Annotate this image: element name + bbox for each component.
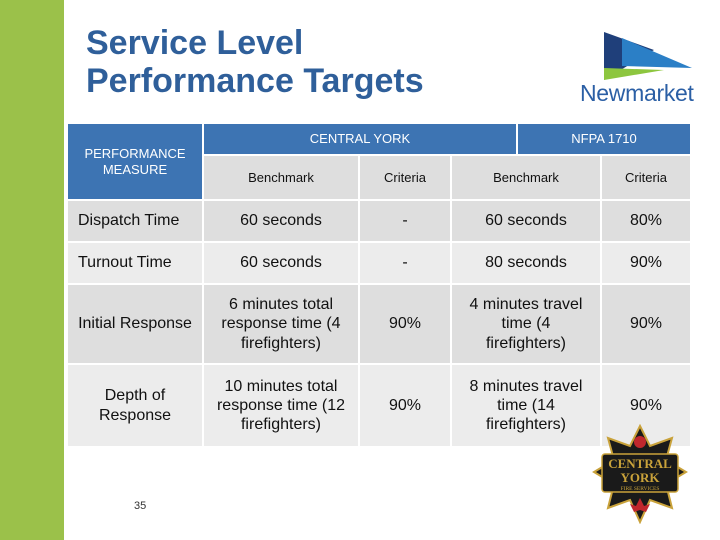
svg-text:FIRE SERVICES: FIRE SERVICES [621, 486, 660, 492]
cell-nfpa-criteria: 90% [602, 243, 690, 283]
cell-nfpa-criteria: 80% [602, 201, 690, 241]
page-number: 35 [134, 500, 147, 512]
svg-text:YORK: YORK [621, 470, 661, 485]
cell-cy-benchmark: 10 minutes total response time (12 firef… [204, 365, 358, 446]
cell-nfpa-benchmark: 8 minutes travel time (14 firefighters) [452, 365, 600, 446]
group-header-nfpa: NFPA 1710 [518, 124, 690, 154]
cell-cy-benchmark: 6 minutes total response time (4 firefig… [204, 285, 358, 363]
row-measure: Dispatch Time [68, 201, 202, 241]
row-measure: Depth of Response [68, 365, 202, 446]
sub-header-cy-criteria: Criteria [360, 156, 450, 199]
cell-cy-benchmark: 60 seconds [204, 243, 358, 283]
cell-nfpa-benchmark: 60 seconds [452, 201, 600, 241]
measure-header: PERFORMANCE MEASURE [68, 124, 202, 199]
cell-cy-benchmark: 60 seconds [204, 201, 358, 241]
title-line-1: Service Level [86, 24, 304, 62]
central-york-fire-badge-icon: CENTRAL YORK FIRE SERVICES [592, 424, 688, 524]
cell-cy-criteria: - [360, 201, 450, 241]
newmarket-logo-text: Newmarket [580, 80, 694, 106]
performance-table: PERFORMANCE MEASURE CENTRAL YORK NFPA 17… [68, 124, 690, 446]
cell-nfpa-criteria: 90% [602, 365, 690, 446]
left-accent-bar [0, 0, 64, 540]
title-line-2: Performance Targets [86, 62, 424, 100]
sub-header-nfpa-criteria: Criteria [602, 156, 690, 199]
svg-text:CENTRAL: CENTRAL [608, 456, 672, 471]
row-measure: Turnout Time [68, 243, 202, 283]
newmarket-logo-icon [604, 32, 692, 80]
group-header-central-york: CENTRAL YORK [204, 124, 516, 154]
sub-header-cy-benchmark: Benchmark [204, 156, 358, 199]
cell-nfpa-criteria: 90% [602, 285, 690, 363]
cell-cy-criteria: 90% [360, 285, 450, 363]
row-measure: Initial Response [68, 285, 202, 363]
cell-nfpa-benchmark: 4 minutes travel time (4 firefighters) [452, 285, 600, 363]
cell-cy-criteria: - [360, 243, 450, 283]
cell-cy-criteria: 90% [360, 365, 450, 446]
sub-header-nfpa-benchmark: Benchmark [452, 156, 600, 199]
cell-nfpa-benchmark: 80 seconds [452, 243, 600, 283]
page-title: Service Level Performance Targets [86, 24, 424, 100]
